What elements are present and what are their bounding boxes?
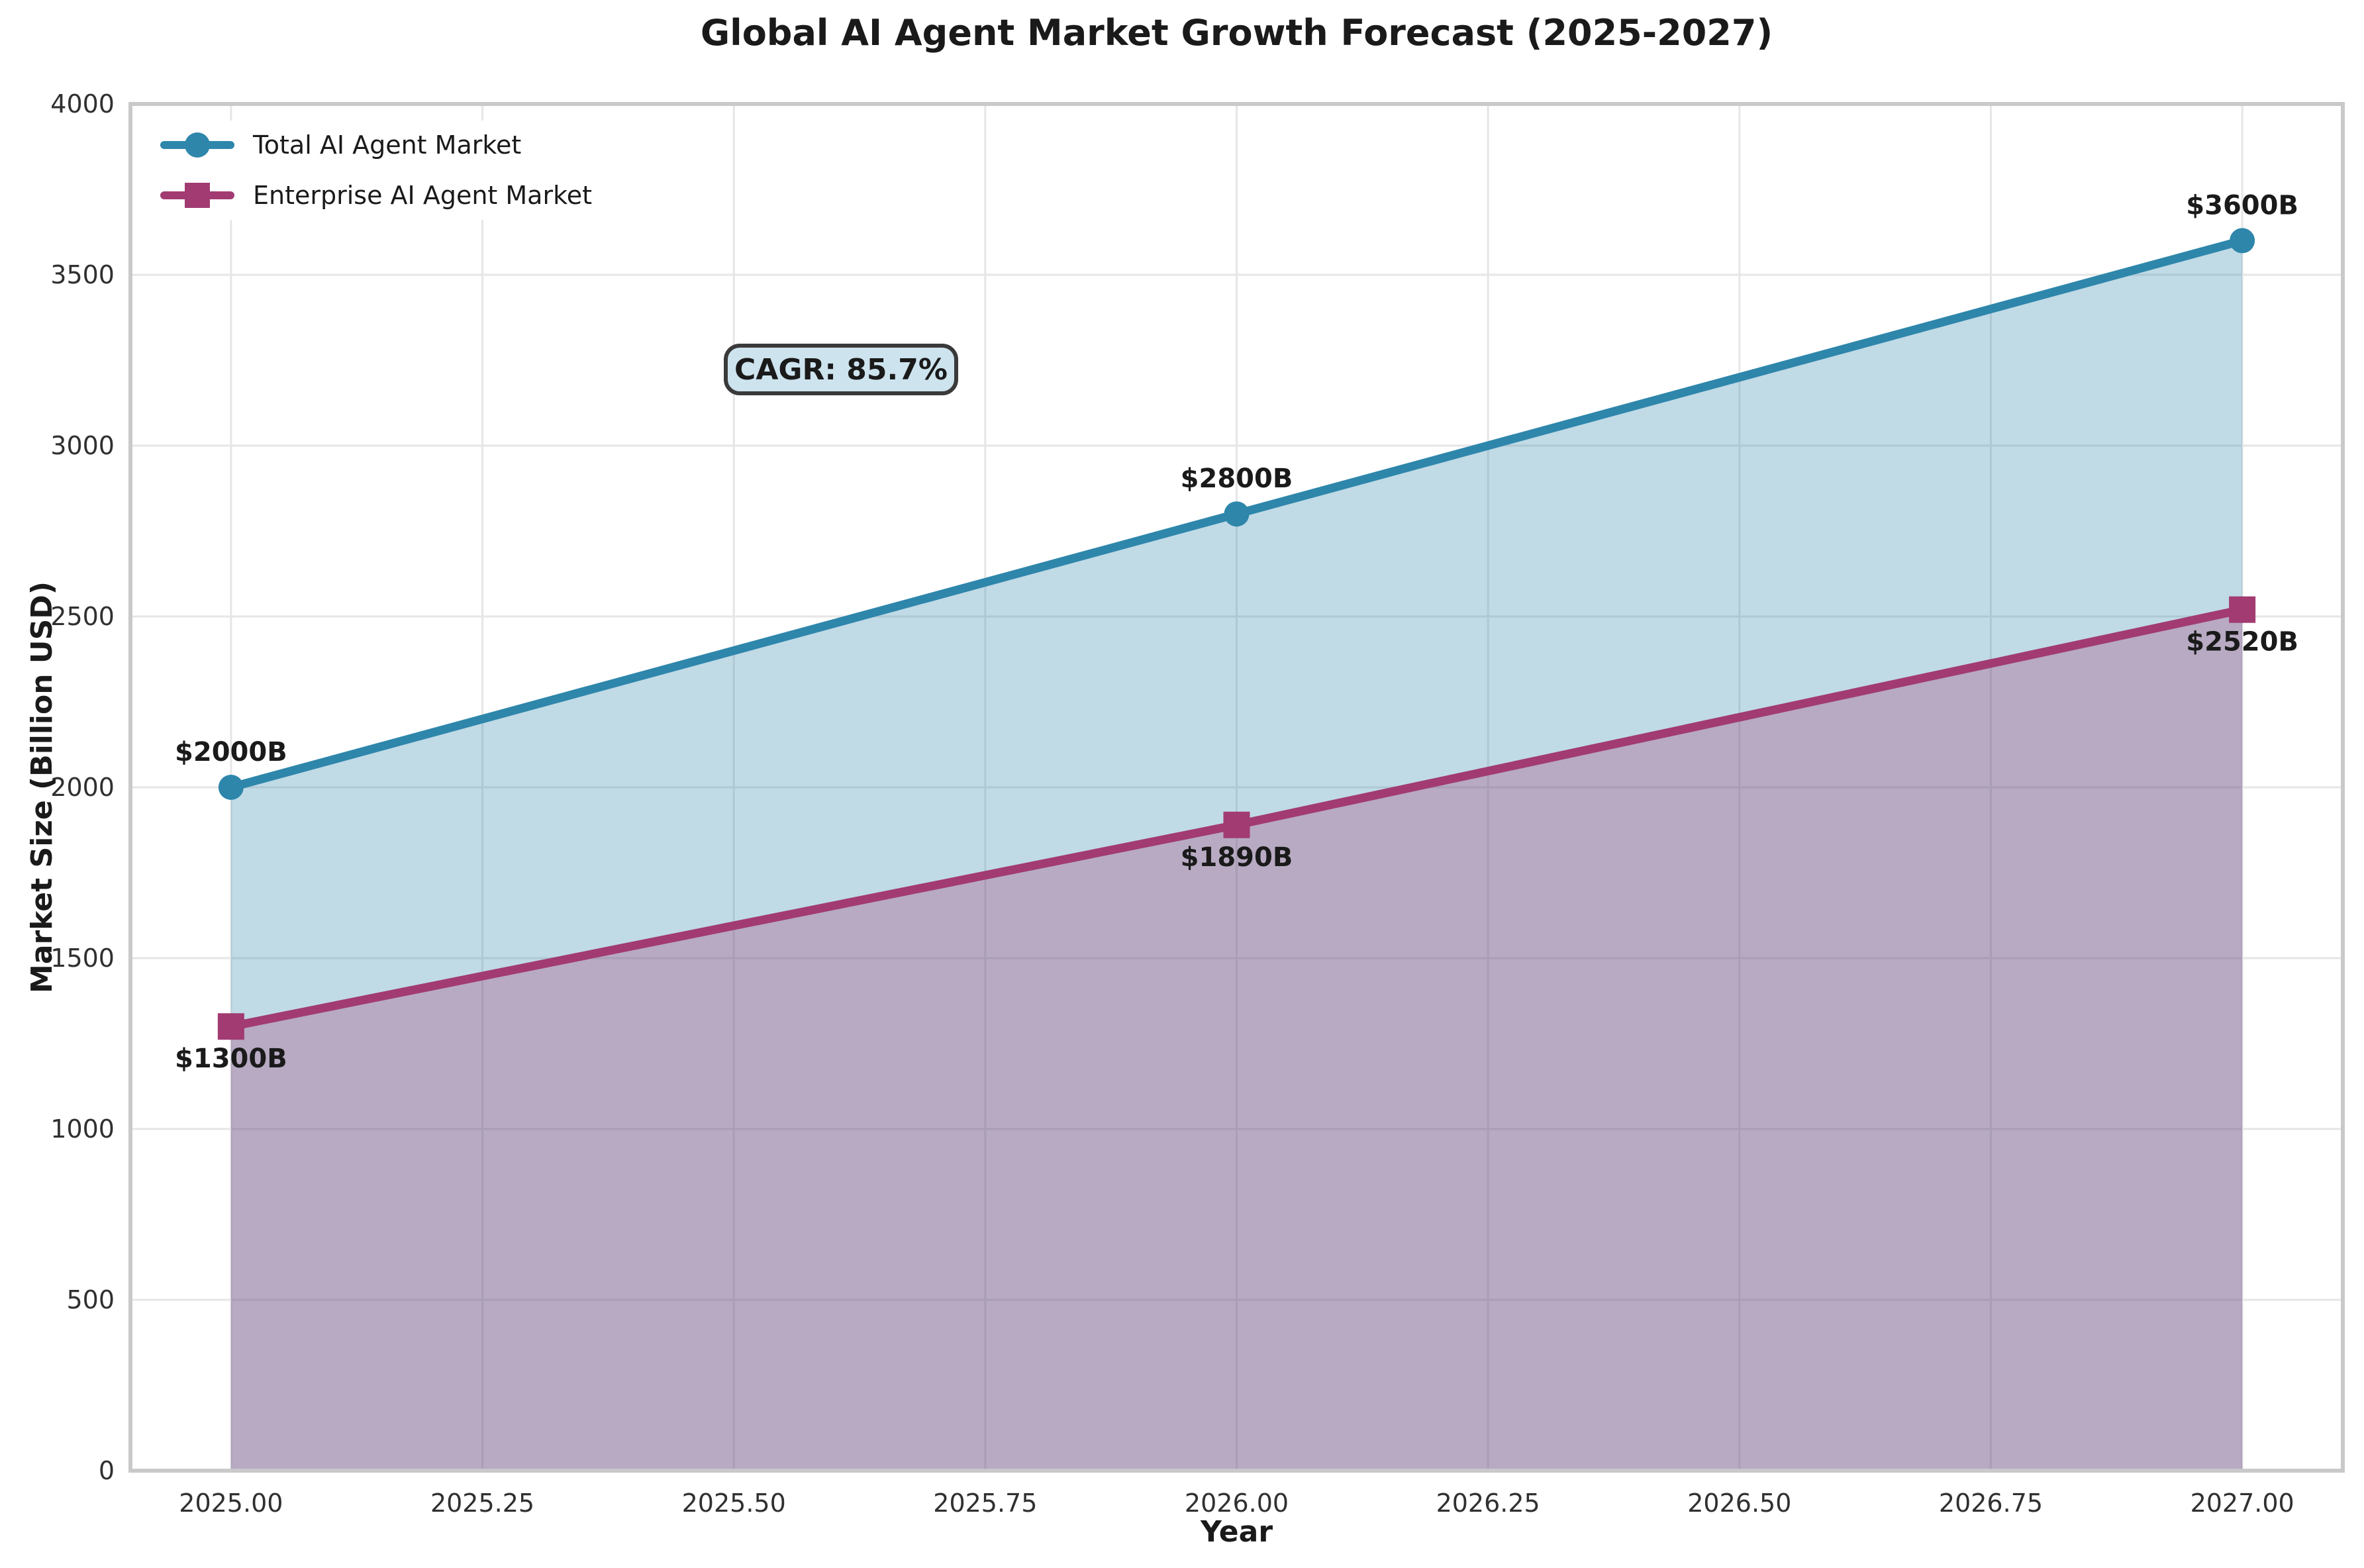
data-point-circle [2230, 228, 2255, 254]
y-tick-label: 1500 [50, 944, 115, 973]
y-tick-label: 1000 [50, 1114, 115, 1144]
legend-item-enterprise: Enterprise AI Agent Market [160, 176, 592, 215]
series-fill [230, 609, 2243, 1471]
x-tick-label: 2025.75 [933, 1489, 1037, 1518]
line-circle-marker-icon [160, 131, 234, 159]
y-axis-title: Market Size (Billion USD) [25, 581, 59, 993]
x-tick-label: 2025.00 [179, 1489, 283, 1518]
point-value-label: $2800B [1181, 464, 1293, 494]
cagr-annotation: CAGR: 85.7% [724, 344, 958, 395]
x-tick-label: 2026.25 [1436, 1489, 1540, 1518]
y-tick-label: 0 [99, 1456, 115, 1485]
legend: Total AI Agent Market Enterprise AI Agen… [151, 121, 602, 220]
y-tick-label: 3000 [50, 431, 115, 460]
x-axis-title: Year [1200, 1515, 1273, 1549]
chart-title: Global AI Agent Market Growth Forecast (… [700, 12, 1773, 54]
legend-label-enterprise: Enterprise AI Agent Market [253, 181, 593, 210]
y-tick-label: 2000 [50, 773, 115, 802]
cagr-annotation-text: CAGR: 85.7% [734, 352, 948, 387]
y-tick-label: 4000 [50, 89, 115, 119]
x-tick-label: 2025.25 [430, 1489, 534, 1518]
data-point-circle [1224, 501, 1250, 527]
series-fill [230, 240, 2243, 1471]
x-tick-label: 2026.00 [1185, 1489, 1289, 1518]
plot-border [128, 102, 2345, 1473]
point-value-label: $2000B [175, 737, 287, 767]
data-point-square [1223, 811, 1250, 838]
data-point-square [217, 1013, 244, 1040]
y-tick-label: 500 [66, 1285, 115, 1314]
legend-item-total: Total AI Agent Market [160, 126, 592, 164]
x-tick-label: 2025.50 [682, 1489, 786, 1518]
line-square-marker-icon [160, 181, 234, 209]
x-tick-label: 2026.75 [1939, 1489, 2043, 1518]
point-value-label: $3600B [2186, 190, 2298, 220]
data-point-circle [218, 775, 244, 800]
x-tick-label: 2027.00 [2191, 1489, 2294, 1518]
y-tick-label: 2500 [50, 602, 115, 631]
legend-label-total: Total AI Agent Market [253, 130, 522, 160]
point-value-label: $1890B [1181, 842, 1293, 873]
point-value-label: $2520B [2186, 627, 2298, 658]
y-tick-label: 3500 [50, 260, 115, 289]
data-point-square [2229, 596, 2256, 623]
point-value-label: $1300B [175, 1044, 287, 1074]
x-tick-label: 2026.50 [1687, 1489, 1791, 1518]
